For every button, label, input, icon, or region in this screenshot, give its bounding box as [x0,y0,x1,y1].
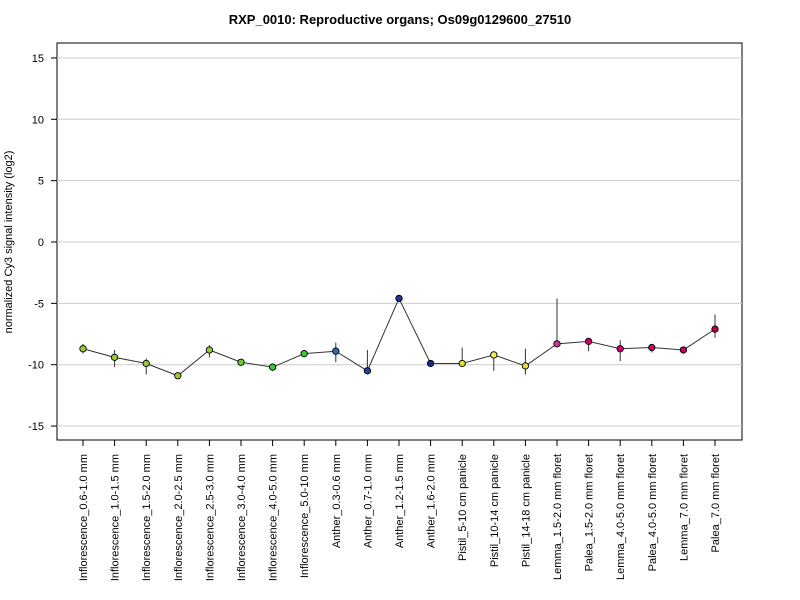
data-point [553,340,561,348]
chart-title: RXP_0010: Reproductive organs; Os09g0129… [228,12,572,27]
data-point [205,346,214,354]
data-point [584,337,593,346]
x-tick-label: Inflorescence_4.0-5.0 mm [268,454,280,581]
x-tick-label: Palea_4.0-5.0 mm floret [647,454,659,571]
data-point [490,351,498,359]
data-point [679,346,688,354]
y-axis-label: normalized Cy3 signal intensity (log2) [3,151,15,334]
y-tick-label: -10 [28,360,44,372]
y-tick-label: -15 [28,421,44,433]
data-point [363,367,372,375]
x-tick-label: Inflorescence_3.0-4.0 mm [236,454,248,581]
x-tick-label: Inflorescence_1.0-1.5 mm [110,454,122,581]
x-tick-label: Inflorescence_2.5-3.0 mm [204,454,216,581]
data-points [79,294,719,380]
series-line [82,297,716,377]
data-point [616,345,624,353]
data-point [237,358,245,366]
x-tick-label: Anther_1.2-1.5 mm [394,454,406,548]
x-tick-label: Inflorescence_0.6-1.0 mm [78,454,90,581]
x-tick-label: Anther_0.7-1.0 mm [362,454,374,548]
x-tick-label: Inflorescence_5.0-10 mm [299,454,311,578]
data-point [174,372,182,380]
x-tick-label: Pistil_5-10 cm panicle [457,454,469,561]
y-tick-label: 5 [38,176,44,188]
data-point [458,359,466,368]
data-point [426,359,435,368]
data-point [79,345,87,353]
data-point [648,343,656,352]
data-point [142,359,150,368]
data-point [268,363,277,371]
x-tick-label: Lemma_4.0-5.0 mm floret [615,454,627,580]
data-point [300,350,308,358]
y-tick-label: 15 [32,53,44,65]
x-tick-label: Anther_0.3-0.6 mm [331,454,343,548]
x-tick-label: Inflorescence_1.5-2.0 mm [141,454,153,581]
x-tick-label: Palea_1.5-2.0 mm floret [584,454,596,571]
x-tick-label: Inflorescence_2.0-2.5 mm [173,454,185,581]
data-point [332,347,340,355]
x-tick-label: Pistil_10-14 cm panicle [489,454,501,567]
x-tick-label: Lemma_1.5-2.0 mm floret [552,454,564,580]
grid-lines [57,57,742,427]
data-point [521,362,530,370]
x-tick-label: Anther_1.6-2.0 mm [426,454,438,548]
x-axis: Inflorescence_0.6-1.0 mm Inflorescence_1.… [78,440,722,581]
y-tick-label: -5 [34,298,44,310]
x-tick-label: Palea_7.0 mm floret [710,454,722,552]
y-tick-label: 10 [32,114,44,126]
x-tick-label: Lemma_7.0 mm floret [678,454,690,561]
data-point [711,325,719,333]
data-point [395,294,403,303]
data-point [110,353,119,361]
y-axis: 15 10 5 0 -5 -10 -15 [28,53,57,433]
y-tick-label: 0 [38,237,44,249]
x-tick-label: Pistil_14-18 cm panicle [520,454,532,567]
